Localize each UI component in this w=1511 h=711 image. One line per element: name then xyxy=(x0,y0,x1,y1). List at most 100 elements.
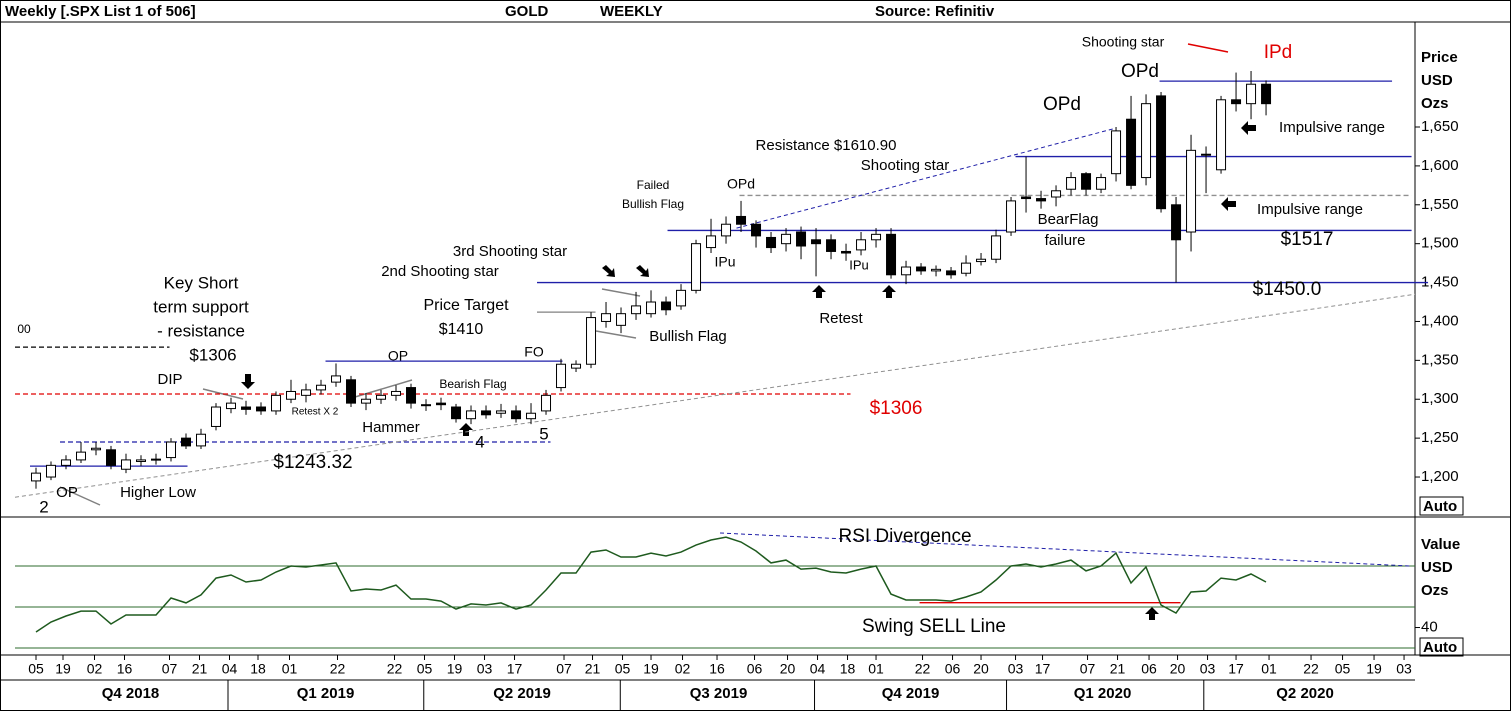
candle-body xyxy=(1036,198,1047,202)
candle-body xyxy=(136,459,147,462)
quarter-label: Q1 2020 xyxy=(1074,685,1132,702)
candle-body xyxy=(766,236,777,249)
annotation: term support xyxy=(153,297,249,316)
candle-body xyxy=(691,243,702,291)
candle-body xyxy=(436,402,447,406)
arrows xyxy=(241,121,1256,620)
candle-body xyxy=(841,250,852,254)
y-tick-label: 1,500 xyxy=(1421,235,1459,252)
candle-body xyxy=(1066,177,1077,190)
candle-body xyxy=(1021,196,1032,200)
trend-line xyxy=(736,127,1117,229)
x-tick-label: 03 xyxy=(1008,661,1024,677)
candle-body xyxy=(661,301,672,311)
candle-body xyxy=(181,437,192,447)
x-tick-label: 19 xyxy=(55,661,71,677)
quarter-label: Q1 2019 xyxy=(297,685,355,702)
annotation: Bearish Flag xyxy=(439,377,506,391)
candle-body xyxy=(616,313,627,326)
x-tick-label: 07 xyxy=(162,661,178,677)
annotation: $1306 xyxy=(870,398,923,419)
header: Weekly [.SPX List 1 of 506] GOLD WEEKLY … xyxy=(5,3,995,20)
candle-body xyxy=(1006,200,1017,233)
candle-body xyxy=(1156,95,1167,210)
header-text: Source: Refinitiv xyxy=(875,3,995,20)
scale-box xyxy=(1419,637,1464,657)
scale-box xyxy=(1419,496,1464,516)
x-tick-label: 07 xyxy=(556,661,572,677)
pattern-line xyxy=(601,288,641,297)
annotation: Shooting star xyxy=(1082,34,1165,50)
annotation: BearFlag xyxy=(1038,211,1099,228)
candle-body xyxy=(226,402,237,410)
y-tick-label: 1,300 xyxy=(1421,390,1459,407)
trend-line xyxy=(14,293,1416,498)
annotation: FO xyxy=(524,344,544,360)
quarter-label: Q4 2019 xyxy=(882,685,940,702)
axis-label-text: USD xyxy=(1421,559,1453,576)
candle-body xyxy=(346,379,357,404)
candle-body xyxy=(256,406,267,412)
x-tick-label: 07 xyxy=(1080,661,1096,677)
candle-body xyxy=(61,459,72,466)
annotation: failure xyxy=(1045,232,1086,249)
candle-body xyxy=(586,317,597,365)
annotation: 2 xyxy=(39,497,48,516)
pointer-line xyxy=(1187,43,1229,53)
y-tick-label: 1,600 xyxy=(1421,157,1459,174)
candle-body xyxy=(796,231,807,247)
arrow xyxy=(459,423,473,436)
candle-body xyxy=(871,233,882,241)
y-tick-label: 40 xyxy=(1421,618,1438,635)
x-tick-label: 21 xyxy=(585,661,601,677)
annotation: Resistance $1610.90 xyxy=(756,137,897,154)
x-tick-label: 20 xyxy=(780,661,796,677)
quarter-label: Q2 2020 xyxy=(1276,685,1334,702)
candle-body xyxy=(1171,204,1182,241)
trend-line xyxy=(720,532,1411,567)
axis-label-text: Price xyxy=(1421,49,1458,66)
arrow xyxy=(1145,607,1159,620)
annotation: $1306 xyxy=(189,345,236,364)
x-tick-label: 04 xyxy=(810,661,826,677)
x-tick-label: 21 xyxy=(192,661,208,677)
candle-body xyxy=(391,390,402,396)
candle-body xyxy=(721,223,732,237)
x-tick-label: 05 xyxy=(417,661,433,677)
annotation: IPu xyxy=(849,257,869,272)
candle-body xyxy=(931,268,942,272)
annotation: $1410 xyxy=(439,321,484,338)
header-text: GOLD xyxy=(505,3,548,20)
header-text: WEEKLY xyxy=(600,3,663,20)
arrow xyxy=(1221,197,1236,211)
x-tick-label: 21 xyxy=(1110,661,1126,677)
candle-body xyxy=(406,387,417,404)
scale-mode: Auto xyxy=(1423,498,1457,515)
annotation: Hammer xyxy=(362,419,420,436)
axis-label-text: Ozs xyxy=(1421,582,1449,599)
candle-body xyxy=(706,235,717,249)
x-tick-label: 20 xyxy=(973,661,989,677)
quarter-label: Q2 2019 xyxy=(493,685,551,702)
candle-body xyxy=(286,390,297,400)
annotation: OPd xyxy=(1121,61,1159,82)
candle-body xyxy=(166,441,177,459)
candle-body xyxy=(1141,103,1152,179)
y-tick-label: 1,200 xyxy=(1421,468,1459,485)
rsi-line xyxy=(35,536,1267,633)
x-tick-label: 04 xyxy=(222,661,238,677)
candle-body xyxy=(1126,118,1137,186)
axis-label: Price USD Ozs Auto Value USD Ozs Auto xyxy=(1419,49,1464,657)
annotation: 5 xyxy=(539,424,548,443)
annotation: 4 xyxy=(475,432,484,451)
arrow xyxy=(1241,121,1256,135)
quarter-label: Q4 2018 xyxy=(102,685,160,702)
y-tick-label: 1,550 xyxy=(1421,196,1459,213)
header-text: Weekly [.SPX List 1 of 506] xyxy=(5,3,196,20)
candle-body xyxy=(556,363,567,389)
candle-body xyxy=(631,305,642,315)
annotation: Bullish Flag xyxy=(649,328,727,345)
annotation: Retest xyxy=(819,310,863,327)
candle-body xyxy=(751,223,762,237)
